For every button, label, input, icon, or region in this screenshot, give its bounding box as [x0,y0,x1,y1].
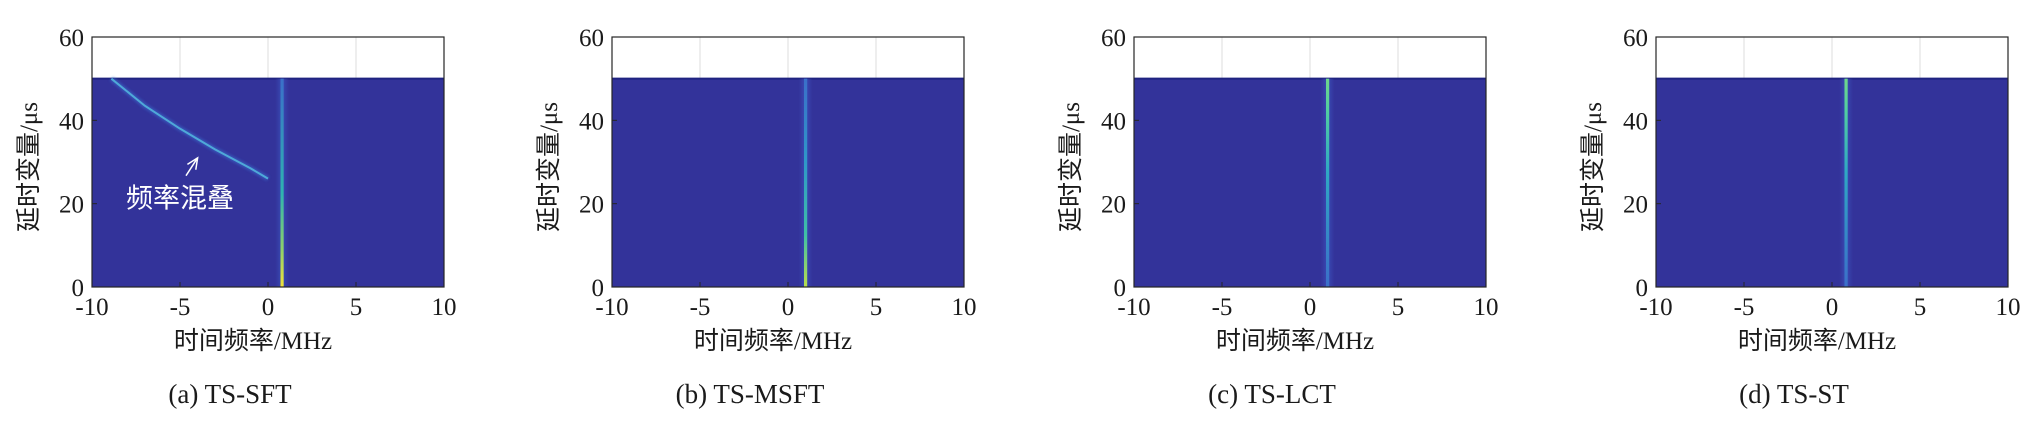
x-tick-label: 5 [870,294,883,321]
x-tick-label: -10 [1117,294,1150,321]
y-tick-label: 20 [1623,192,1648,219]
panel-caption: (a) TS-SFT [168,379,292,409]
x-tick-label: 10 [432,294,457,321]
ridge-line [804,78,808,288]
y-tick-label: 60 [579,25,604,52]
y-axis-label: 延时变量/μs [1579,102,1607,232]
x-tick-label: 5 [350,294,363,321]
x-axis-label: 时间频率/MHz [1216,327,1374,355]
x-tick-label: 5 [1392,294,1405,321]
annotation-arrow [185,157,199,177]
heatmap-background [1134,78,1486,288]
heatmap-background [1656,78,2008,288]
y-tick-label: 40 [1101,108,1126,135]
x-tick-label: 10 [1474,294,1499,321]
x-tick-label: -5 [1734,294,1755,321]
x-tick-label: 0 [1826,294,1839,321]
panel-1: 频率混叠 -10 -5 0 5 10 0 20 40 60 时间频率/MHz 延时变量/μs (a) T… [15,25,457,409]
heatmap-background [92,78,444,288]
y-tick-label: 0 [592,275,605,302]
y-tick-label: 0 [1114,275,1127,302]
y-tick-label: 0 [1636,275,1649,302]
x-tick-label: 0 [1304,294,1317,321]
panel-2: -10 -5 0 5 10 0 20 40 60 时间频率/MHz 延时变量/μs (b) TS-MS… [535,25,977,409]
panel-4: -10 -5 0 5 10 0 20 40 60 时间频率/MHz 延时变量/μs (d) TS-ST [1579,25,2021,409]
ridge-curve [110,77,269,180]
y-tick-label: 40 [59,108,84,135]
x-tick-label: -10 [75,294,108,321]
y-tick-label: 60 [1623,25,1648,52]
x-tick-label: 0 [782,294,795,321]
y-axis-label: 延时变量/μs [535,102,563,232]
x-tick-label: -10 [1639,294,1672,321]
annotation-text: 频率混叠 [126,184,234,214]
x-axis-label: 时间频率/MHz [1738,327,1896,355]
x-tick-label: -10 [595,294,628,321]
x-tick-label: 10 [952,294,977,321]
panel-caption: (c) TS-LCT [1208,379,1336,409]
y-tick-label: 60 [1101,25,1126,52]
panel-caption: (d) TS-ST [1739,379,1849,409]
y-tick-label: 60 [59,25,84,52]
y-tick-label: 40 [1623,108,1648,135]
y-tick-label: 0 [72,275,85,302]
ridge-line [1326,78,1330,288]
x-tick-label: -5 [170,294,191,321]
y-tick-label: 20 [1101,192,1126,219]
ridge-line [1844,78,1848,288]
y-tick-label: 20 [59,192,84,219]
panel-3: -10 -5 0 5 10 0 20 40 60 时间频率/MHz 延时变量/μs (c) TS-LC… [1057,25,1499,409]
x-tick-label: 5 [1914,294,1927,321]
y-axis-label: 延时变量/μs [1057,102,1085,232]
annotation-arrowhead [187,156,199,170]
y-tick-label: 40 [579,108,604,135]
y-axis-label: 延时变量/μs [15,102,43,232]
x-tick-label: 0 [262,294,275,321]
x-tick-label: 10 [1996,294,2021,321]
x-tick-label: -5 [690,294,711,321]
x-axis-label: 时间频率/MHz [694,327,852,355]
panel-caption: (b) TS-MSFT [676,379,825,409]
ridge-line [280,78,284,288]
heatmap-background [612,78,964,288]
y-tick-label: 20 [579,192,604,219]
x-tick-label: -5 [1212,294,1233,321]
x-axis-label: 时间频率/MHz [174,327,332,355]
